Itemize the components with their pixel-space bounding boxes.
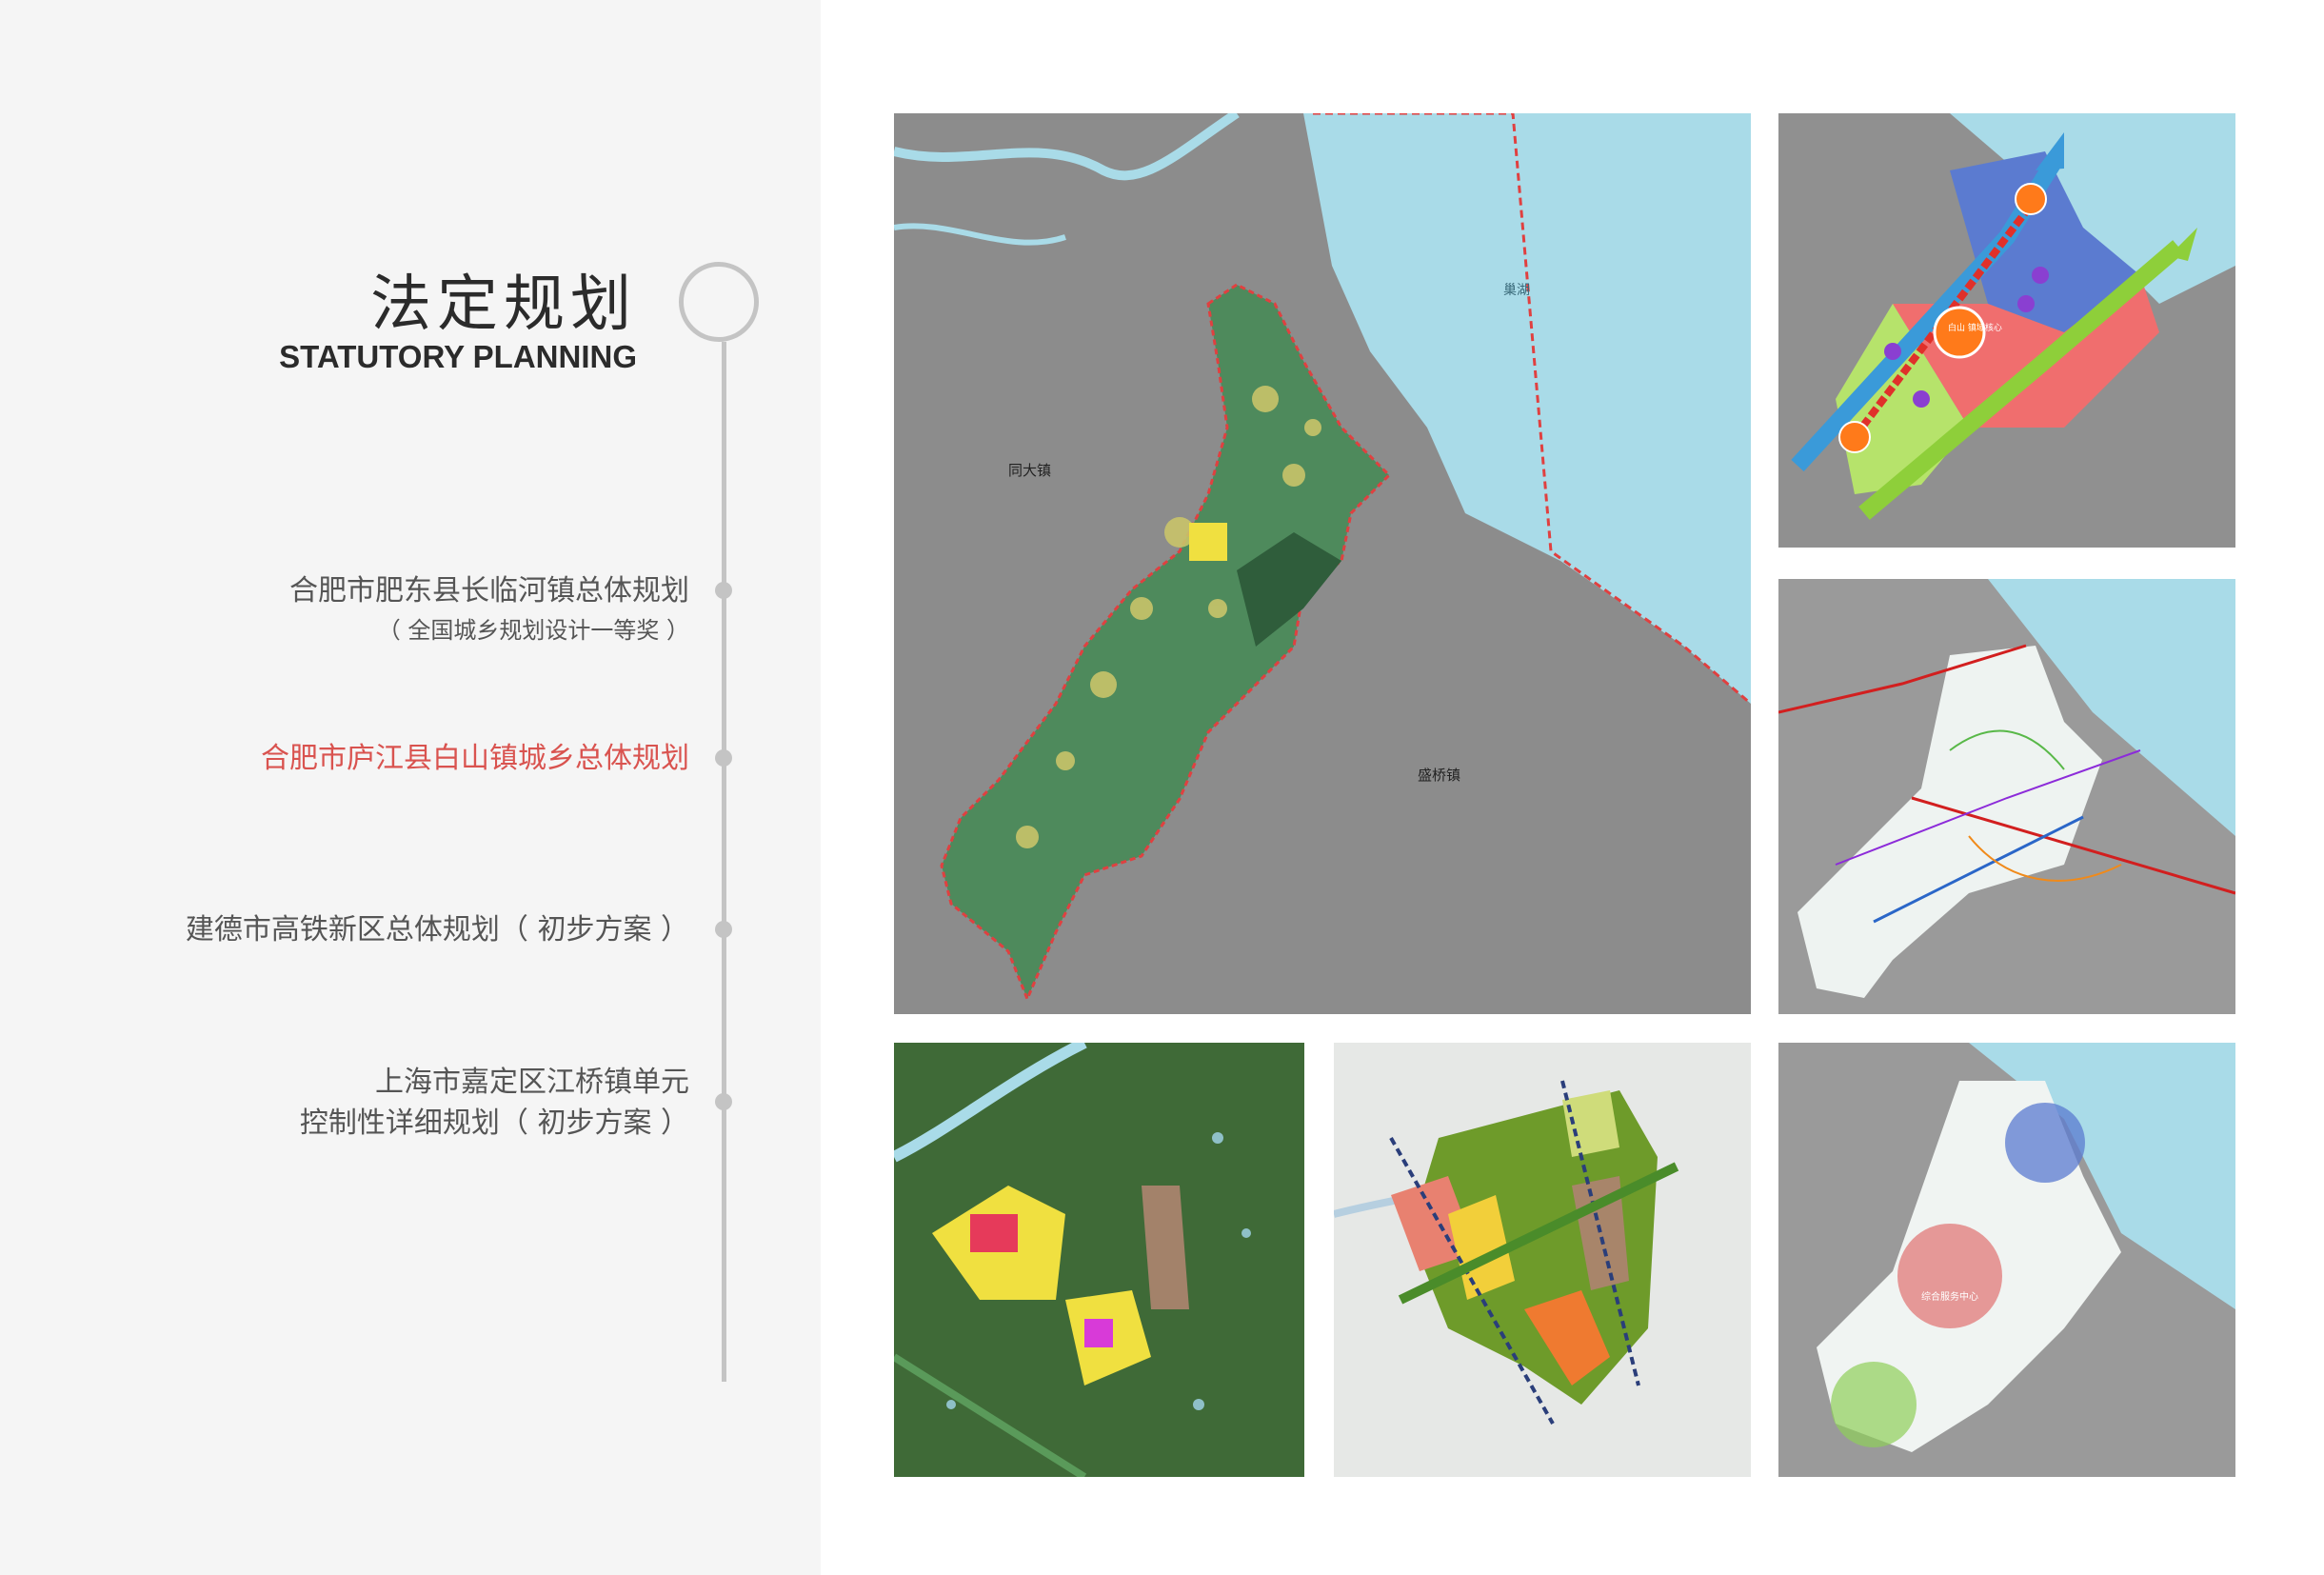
spatial-structure-map: 白山 镇域核心 (1778, 113, 2235, 548)
core-label: 白山 镇域核心 (1948, 322, 2002, 333)
timeline-node-3 (715, 921, 732, 938)
sidebar: 法定规划 STATUTORY PLANNING 合肥市肥东县长临河镇总体规划 （… (0, 0, 821, 1575)
nav-item-jiangqiao[interactable]: 上海市嘉定区江桥镇单元 控制性详细规划（ 初步方案 ） (300, 1062, 689, 1144)
timeline-node-1 (715, 582, 732, 599)
concept-diagram (1334, 1043, 1751, 1477)
page-subtitle: STATUTORY PLANNING (279, 339, 637, 374)
nav-item-jiande[interactable]: 建德市高铁新区总体规划（ 初步方案 ） (186, 909, 689, 950)
service-center-label: 综合服务中心 (1921, 1290, 1978, 1303)
nav-item-label-line2: 控制性详细规划（ 初步方案 ） (299, 1106, 689, 1140)
nav-item-label: 合肥市庐江县白山镇城乡总体规划 (261, 742, 689, 775)
main-landuse-map: 巢湖 同大镇 盛桥镇 (894, 113, 1751, 1014)
nav-item-label: 上海市嘉定区江桥镇单元 (375, 1066, 689, 1099)
timeline-ring-icon (679, 262, 759, 342)
nav-item-label: 合肥市肥东县长临河镇总体规划 (289, 574, 689, 608)
nav-item-label: 建德市高铁新区总体规划（ 初步方案 ） (185, 913, 689, 947)
road-network-map (1778, 579, 2235, 1014)
timeline-node-2 (715, 749, 732, 767)
lake-label: 巢湖 (1503, 283, 1530, 298)
town-label-west: 同大镇 (1008, 462, 1051, 479)
town-label-east: 盛桥镇 (1418, 767, 1460, 784)
timeline-node-4 (715, 1093, 732, 1110)
timeline-line (722, 342, 726, 1382)
page-title: 法定规划 (370, 269, 637, 340)
nav-item-changlinhe[interactable]: 合肥市肥东县长临河镇总体规划 （ 全国城乡规划设计一等奖 ） (289, 570, 689, 649)
town-zoning-map (894, 1043, 1304, 1477)
nav-item-baishan[interactable]: 合肥市庐江县白山镇城乡总体规划 (261, 738, 689, 779)
nav-item-award: （ 全国城乡规划设计一等奖 ） (377, 617, 689, 644)
service-center-map: 综合服务中心 (1778, 1043, 2235, 1477)
